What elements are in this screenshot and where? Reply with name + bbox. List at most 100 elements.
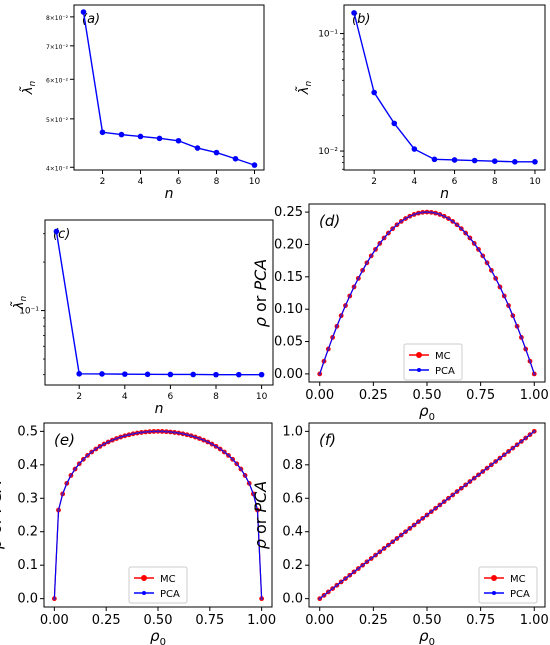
- pca-point: [391, 540, 395, 544]
- pca-point: [447, 217, 450, 220]
- y-axis-label: ρ or PCA: [0, 481, 5, 549]
- pca-point: [148, 430, 152, 434]
- y-tick-label: 10⁻¹: [318, 30, 338, 40]
- pca-point: [160, 430, 164, 433]
- pca-point: [485, 466, 489, 470]
- pca-point: [399, 533, 403, 537]
- pca-point: [378, 550, 382, 554]
- legend-label-pca: PCA: [510, 589, 530, 600]
- pca-point: [477, 473, 480, 477]
- x-tick-label: 4: [138, 177, 144, 187]
- pca-point: [77, 462, 81, 466]
- x-axis-label: n: [155, 401, 164, 417]
- y-tick-label: 0.8: [282, 458, 303, 473]
- pca-point: [498, 285, 502, 289]
- pca-point: [455, 490, 459, 493]
- pca-point: [227, 454, 230, 457]
- y-tick-label: 0.2: [17, 525, 38, 540]
- pca-point: [408, 214, 412, 218]
- pca-point: [206, 440, 210, 444]
- pca-point: [181, 432, 185, 436]
- data-point: [491, 158, 498, 164]
- x-tick-label: 2: [371, 177, 377, 187]
- x-tick-label: 4: [411, 177, 417, 187]
- x-tick-label: 4: [122, 392, 128, 402]
- panel-label: (a): [82, 12, 100, 27]
- legend-label-mc: MC: [160, 574, 176, 585]
- pca-point: [515, 324, 519, 328]
- y-axis-label: λ̃n: [20, 81, 38, 96]
- pca-point: [177, 431, 181, 435]
- pca-point: [386, 231, 390, 235]
- pca-point: [251, 492, 255, 496]
- panel-label: (d): [319, 212, 340, 230]
- x-tick-label: 6: [176, 177, 182, 187]
- pca-point: [339, 580, 343, 584]
- y-tick-label: 8×10⁻²: [46, 15, 69, 22]
- pca-point: [464, 483, 468, 487]
- data-point: [213, 371, 219, 378]
- pca-point: [421, 210, 425, 214]
- y-tick-label: 0.3: [17, 491, 38, 506]
- pca-point: [378, 242, 382, 245]
- pca-point: [326, 347, 330, 351]
- pca-point: [260, 597, 264, 601]
- series-line: [55, 231, 262, 376]
- chart-panel-1: 2 4 6 8 10 4×10⁻² 5×10⁻² 6×10⁻² 7×10⁻² 8×10⁻² n λ̃n…: [20, 4, 265, 202]
- pca-point: [468, 236, 472, 240]
- y-axis-label: ρ or PCA: [251, 481, 270, 549]
- data-point: [53, 228, 60, 235]
- x-tick-label: 0.50: [144, 613, 173, 628]
- pca-point: [123, 434, 127, 438]
- data-point: [391, 120, 398, 127]
- pca-point: [348, 294, 352, 298]
- x-tick-label: 8: [214, 177, 220, 187]
- pca-point: [164, 430, 168, 434]
- x-tick-label: 6: [452, 177, 458, 187]
- plot-frame: [343, 4, 546, 171]
- pca-point: [57, 508, 60, 512]
- pca-point: [502, 294, 506, 298]
- pca-point: [485, 261, 489, 265]
- pca-point: [442, 214, 446, 218]
- x-tick-label: 0.00: [40, 613, 69, 628]
- x-tick-label: 0.75: [466, 388, 495, 403]
- pca-point: [472, 476, 476, 480]
- x-tick-label: 0.75: [195, 613, 224, 628]
- pca-point: [52, 597, 56, 601]
- data-point: [512, 159, 518, 165]
- pca-point: [374, 247, 377, 251]
- x-tick-label: 6: [168, 392, 174, 402]
- data-point: [236, 371, 242, 378]
- data-point: [532, 159, 538, 165]
- x-tick-label: 0.25: [359, 613, 388, 628]
- pca-point: [408, 526, 412, 530]
- pca-point: [365, 261, 369, 265]
- y-tick-label: 10⁻¹: [19, 307, 39, 317]
- pca-point: [502, 453, 506, 457]
- y-axis-label: ρ or PCA: [251, 259, 270, 327]
- pca-point: [352, 570, 356, 574]
- pca-point: [481, 254, 485, 258]
- x-tick-label: 0.00: [305, 613, 334, 628]
- pca-point: [421, 516, 425, 520]
- pca-point: [331, 587, 334, 590]
- pca-point: [131, 432, 135, 436]
- pca-point: [318, 372, 322, 376]
- pca-point: [524, 436, 528, 440]
- y-tick-label: 0.20: [274, 237, 303, 252]
- pca-point: [369, 557, 373, 560]
- pca-point: [412, 213, 416, 216]
- pca-point: [140, 431, 143, 434]
- x-axis-label: ρ0: [419, 402, 435, 423]
- y-tick-label: 0.25: [274, 205, 303, 220]
- pca-point: [243, 474, 247, 477]
- pca-point: [365, 560, 369, 564]
- y-tick-label: 7×10⁻²: [46, 44, 69, 51]
- y-tick-label: 10⁻²: [318, 147, 338, 157]
- plot-frame: [44, 219, 274, 386]
- pca-point: [417, 520, 420, 524]
- pca-point: [528, 359, 532, 363]
- pca-point: [127, 433, 131, 437]
